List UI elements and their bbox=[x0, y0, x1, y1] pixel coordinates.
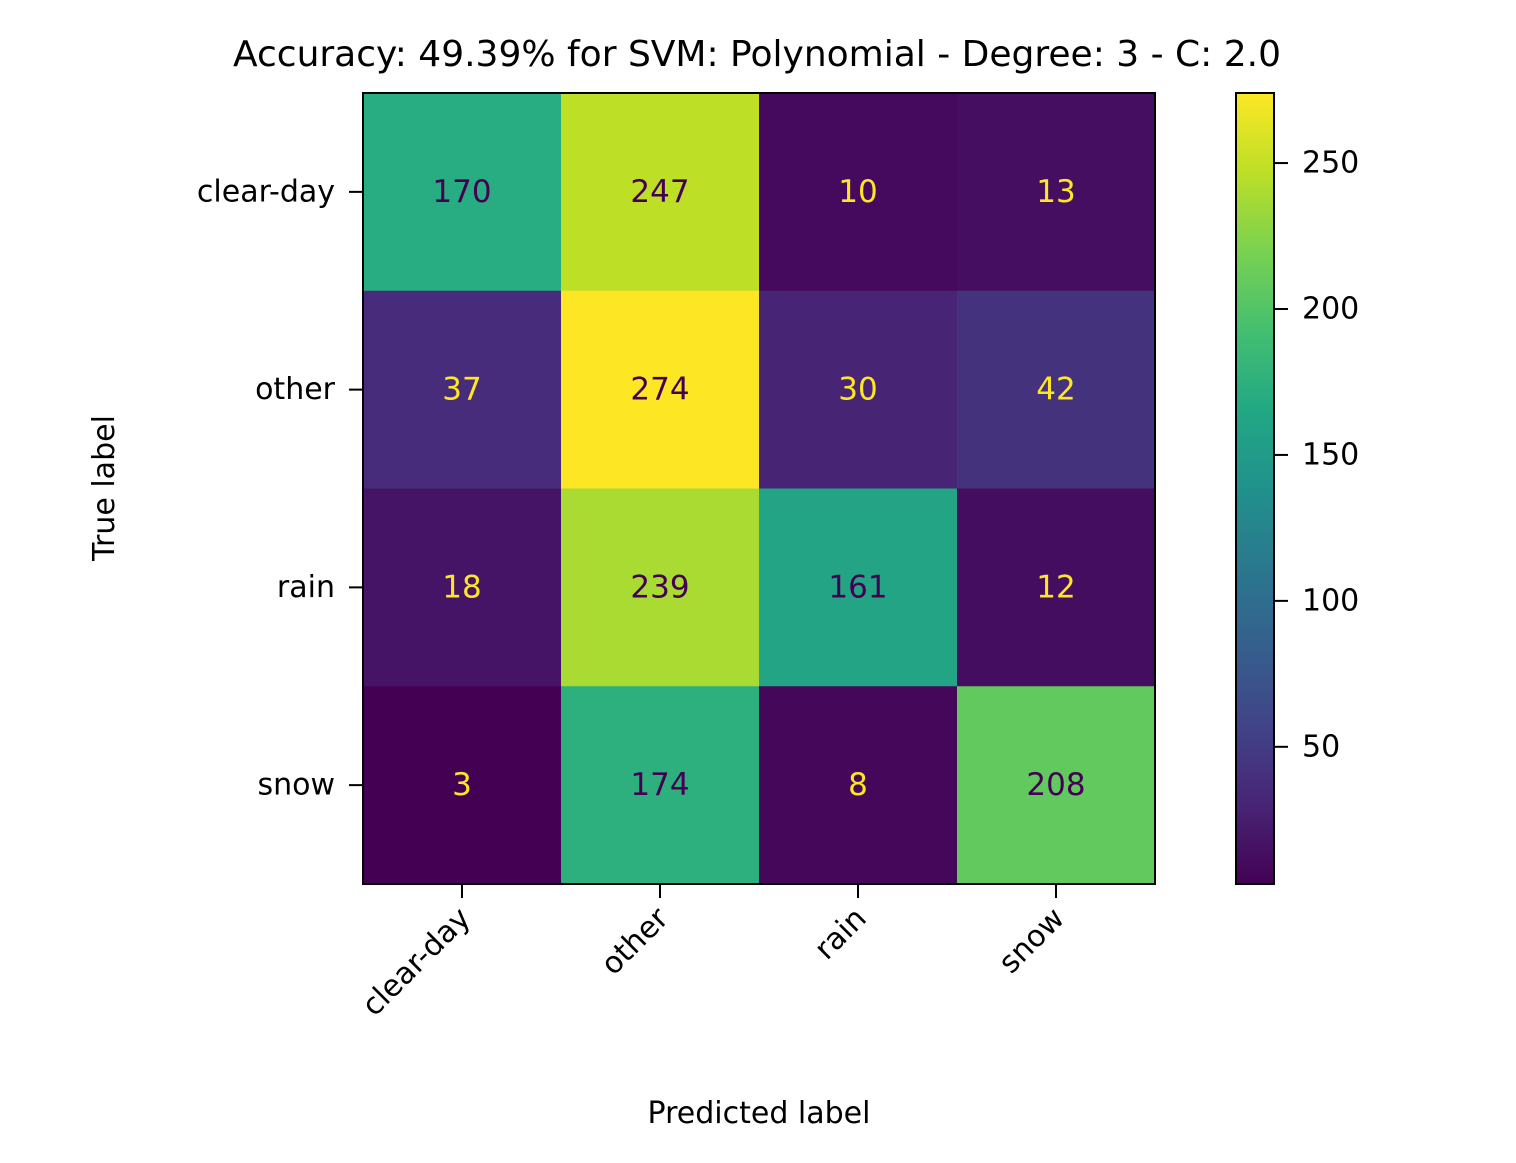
cell-value-label: 37 bbox=[442, 372, 481, 408]
heatmap-cell bbox=[759, 488, 958, 687]
y-axis-label: True label bbox=[87, 415, 122, 562]
x-axis-label: Predicted label bbox=[648, 1096, 871, 1131]
cell-value-label: 30 bbox=[838, 372, 877, 408]
cell-value-label: 18 bbox=[442, 569, 481, 605]
cell-value-label: 274 bbox=[630, 372, 689, 408]
x-tick-label: clear-day bbox=[355, 901, 477, 1023]
cell-value-label: 3 bbox=[452, 767, 472, 803]
chart-title: Accuracy: 49.39% for SVM: Polynomial - D… bbox=[233, 34, 1281, 75]
heatmap-cell bbox=[957, 290, 1156, 489]
heatmap-cell bbox=[561, 488, 760, 687]
heatmap-cells bbox=[363, 93, 1156, 885]
colorbar bbox=[1236, 93, 1274, 884]
colorbar-frame bbox=[1235, 92, 1275, 885]
heatmap-cell bbox=[561, 93, 760, 292]
heatmap-cell-labels: 170 247 10 13 37 274 30 42 18 239 161 12 3 174 8 208 bbox=[432, 174, 1085, 803]
colorbar-ticks: 50 100 150 200 250 bbox=[1274, 146, 1359, 764]
x-tick-label: other bbox=[594, 900, 676, 982]
x-tick-label: snow bbox=[992, 901, 1072, 981]
plot-frame bbox=[362, 92, 1156, 885]
cell-value-label: 13 bbox=[1036, 174, 1075, 210]
colorbar-tick-label: 200 bbox=[1302, 291, 1359, 326]
y-axis-ticks: clear-day other rain snow bbox=[197, 174, 363, 803]
x-tick-label: rain bbox=[808, 901, 874, 967]
y-tick-label: snow bbox=[257, 768, 335, 803]
cell-value-label: 170 bbox=[432, 174, 491, 210]
heatmap-cell bbox=[363, 686, 562, 885]
colorbar-tick-label: 150 bbox=[1302, 437, 1359, 472]
heatmap-cell bbox=[957, 488, 1156, 687]
heatmap-cell bbox=[363, 290, 562, 489]
heatmap-cell bbox=[957, 93, 1156, 292]
cell-value-label: 8 bbox=[848, 767, 868, 803]
y-tick-label: other bbox=[255, 372, 336, 407]
y-tick-label: clear-day bbox=[197, 174, 335, 209]
cell-value-label: 208 bbox=[1026, 767, 1085, 803]
colorbar-tick-label: 100 bbox=[1302, 583, 1359, 618]
cell-value-label: 247 bbox=[630, 174, 689, 210]
heatmap-cell bbox=[957, 686, 1156, 885]
cell-value-label: 12 bbox=[1036, 569, 1075, 605]
heatmap-cell bbox=[759, 686, 958, 885]
heatmap-cell bbox=[363, 488, 562, 687]
colorbar-tick-label: 250 bbox=[1302, 146, 1359, 181]
cell-value-label: 161 bbox=[828, 569, 887, 605]
x-axis-ticks: clear-day other rain snow bbox=[355, 884, 1072, 1023]
cell-value-label: 10 bbox=[838, 174, 877, 210]
cell-value-label: 42 bbox=[1036, 372, 1075, 408]
heatmap-cell bbox=[759, 290, 958, 489]
colorbar-tick-label: 50 bbox=[1302, 729, 1340, 764]
heatmap-cell bbox=[759, 93, 958, 292]
cell-value-label: 174 bbox=[630, 767, 689, 803]
heatmap-cell bbox=[561, 290, 760, 489]
cell-value-label: 239 bbox=[630, 569, 689, 605]
y-tick-label: rain bbox=[277, 570, 335, 605]
heatmap-cell bbox=[363, 93, 562, 292]
heatmap-cell bbox=[561, 686, 760, 885]
